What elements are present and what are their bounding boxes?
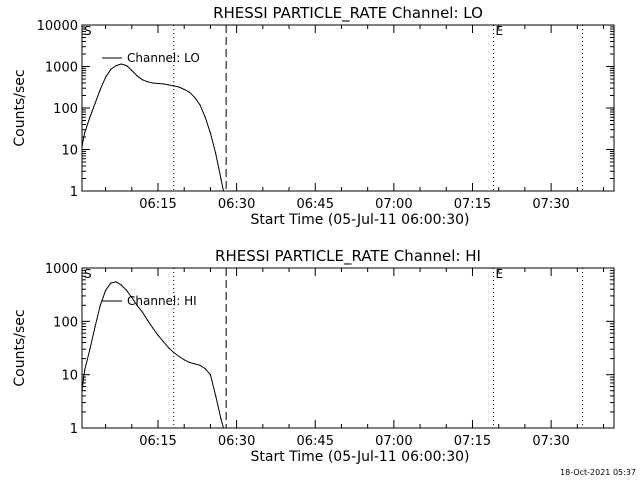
data-point xyxy=(89,348,91,350)
data-point xyxy=(84,132,86,134)
data-point xyxy=(188,361,191,363)
data-point xyxy=(99,88,101,91)
data-point xyxy=(120,63,122,65)
data-point xyxy=(152,82,154,84)
data-point xyxy=(104,76,107,78)
y-tick-label: 10000 xyxy=(37,19,78,34)
y-tick-label: 1 xyxy=(70,422,78,437)
data-point xyxy=(173,85,175,87)
data-point xyxy=(125,289,128,292)
data-point xyxy=(146,319,149,321)
data-point xyxy=(104,289,107,292)
data-point xyxy=(115,65,117,67)
data-point xyxy=(204,367,206,370)
x-tick-label: 07:15 xyxy=(454,197,491,212)
marker-label: E xyxy=(495,267,503,281)
x-tick-label: 07:30 xyxy=(532,197,569,212)
data-point xyxy=(173,351,175,354)
data-point xyxy=(131,296,133,299)
data-point xyxy=(157,334,159,336)
data-point xyxy=(125,65,128,67)
data-point xyxy=(183,88,185,91)
data-point xyxy=(120,284,122,286)
data-point xyxy=(199,104,201,106)
y-tick-label: 1 xyxy=(70,185,78,200)
y-axis-label: Counts/sec xyxy=(12,309,28,386)
data-point xyxy=(141,79,143,81)
y-tick-label: 10 xyxy=(61,369,78,384)
x-tick-label: 06:30 xyxy=(218,434,255,449)
plot-frame xyxy=(81,267,615,429)
chart-title: RHESSI PARTICLE_RATE Channel: HI xyxy=(215,247,481,266)
data-point xyxy=(89,116,91,118)
data-point xyxy=(141,311,143,313)
y-tick-label: 100 xyxy=(53,315,78,330)
x-tick-label: 06:15 xyxy=(139,197,176,212)
data-point xyxy=(152,327,154,329)
x-tick-label: 06:45 xyxy=(297,434,334,449)
data-point xyxy=(183,359,185,361)
x-axis-label: Start Time (05-Jul-11 06:00:30) xyxy=(250,212,469,228)
data-point xyxy=(99,304,101,306)
marker-label: S xyxy=(84,24,92,38)
footer-timestamp: 18-Oct-2021 05:37 xyxy=(560,468,636,477)
data-point xyxy=(167,84,170,86)
data-point xyxy=(157,82,159,85)
data-point xyxy=(84,369,86,372)
x-tick-label: 06:45 xyxy=(297,197,334,212)
data-point xyxy=(220,177,222,180)
data-point xyxy=(146,81,149,83)
chart-panel-0: RHESSI PARTICLE_RATE Channel: LO 1 10 100 10… xyxy=(12,4,615,228)
data-point xyxy=(188,91,191,93)
data-point xyxy=(110,68,112,71)
x-tick-label: 07:30 xyxy=(532,434,569,449)
data-point xyxy=(162,340,164,343)
data-point xyxy=(222,427,225,429)
data-point xyxy=(222,190,225,192)
data-point xyxy=(194,96,196,99)
data-point xyxy=(178,355,180,358)
data-point xyxy=(110,282,112,284)
data-point xyxy=(199,364,201,366)
data-point xyxy=(215,152,217,155)
data-point xyxy=(167,347,170,349)
data-point xyxy=(136,75,138,77)
data-point xyxy=(209,374,212,376)
y-tick-label: 100 xyxy=(53,102,78,117)
data-point xyxy=(162,83,164,85)
x-tick-label: 07:00 xyxy=(375,197,412,212)
data-point xyxy=(131,69,133,72)
x-tick-label: 07:15 xyxy=(454,434,491,449)
y-tick-label: 10 xyxy=(61,144,78,159)
y-tick-label: 1000 xyxy=(45,262,78,277)
data-point xyxy=(215,395,217,397)
data-point xyxy=(178,86,180,88)
data-point xyxy=(81,145,83,147)
x-tick-label: 06:30 xyxy=(218,197,255,212)
data-point xyxy=(204,116,206,118)
chart-panel-1: RHESSI PARTICLE_RATE Channel: HI 1 10 100 10… xyxy=(12,247,615,465)
plot-frame xyxy=(81,24,615,192)
data-point xyxy=(115,281,117,283)
data-point xyxy=(81,390,83,392)
y-axis-label: Counts/sec xyxy=(12,69,28,146)
legend-label: Channel: LO xyxy=(127,51,200,65)
chart-title: RHESSI PARTICLE_RATE Channel: LO xyxy=(213,4,483,23)
data-point xyxy=(209,132,212,134)
data-point xyxy=(136,304,138,306)
x-tick-label: 07:00 xyxy=(375,434,412,449)
data-point xyxy=(194,363,196,365)
x-tick-label: 06:15 xyxy=(139,434,176,449)
data-point xyxy=(94,325,96,328)
legend-label: Channel: HI xyxy=(127,294,197,308)
data-point xyxy=(94,102,96,104)
y-tick-label: 1000 xyxy=(45,61,78,76)
x-axis-label: Start Time (05-Jul-11 06:00:30) xyxy=(250,449,469,465)
data-point xyxy=(220,418,222,420)
marker-label: S xyxy=(84,267,92,281)
marker-label: E xyxy=(495,24,503,38)
